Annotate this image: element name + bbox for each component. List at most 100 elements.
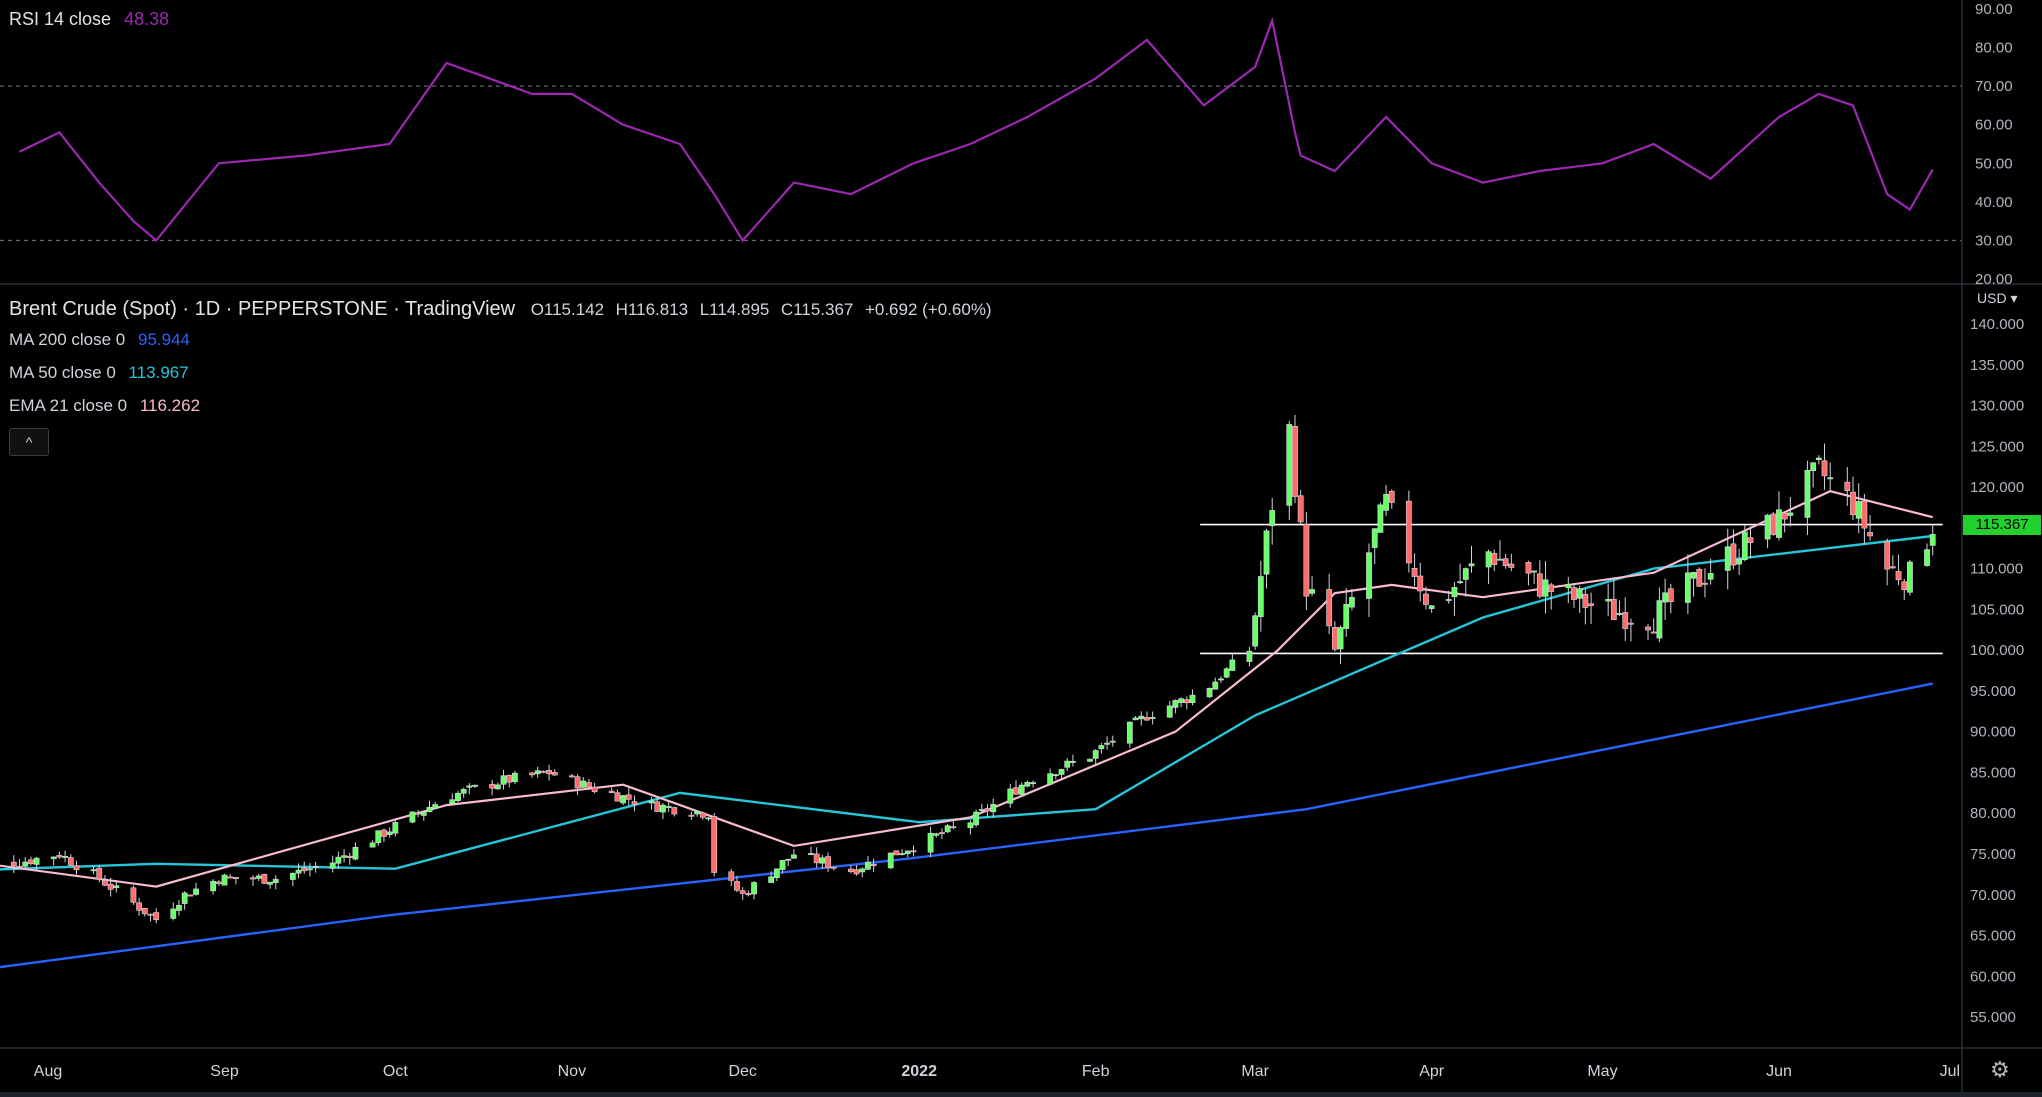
candle-body: [1383, 493, 1389, 511]
candle-body: [1377, 504, 1384, 533]
candle-body: [574, 776, 581, 789]
candle-body: [779, 860, 786, 870]
candle-body: [1423, 593, 1429, 605]
candle-body: [1468, 563, 1475, 567]
candle-body: [73, 865, 80, 871]
ma50-label: MA 50 close 0: [9, 363, 116, 382]
candle-body: [1326, 589, 1333, 627]
price-tick-label: 55.000: [1970, 1009, 2016, 1026]
candle-body: [865, 861, 871, 870]
currency-selector[interactable]: USD ▾: [1977, 290, 2018, 306]
candle-body: [1292, 425, 1298, 497]
rsi-tick-label: 50.00: [1975, 155, 2013, 172]
candle-body: [1696, 569, 1703, 587]
candle-body: [1690, 572, 1697, 579]
ma50-value: 113.967: [128, 363, 189, 382]
ma200-legend[interactable]: MA 200 close 0 95.944: [9, 330, 190, 350]
candle-body: [386, 831, 393, 836]
candle-body: [1007, 788, 1014, 804]
candle-body: [660, 804, 666, 813]
candle-body: [1058, 769, 1065, 775]
bottom-bar: [0, 1092, 2042, 1097]
candle-body: [1525, 562, 1532, 574]
candle-body: [346, 855, 353, 858]
candle-body: [1013, 787, 1019, 795]
candle-body: [1827, 477, 1834, 480]
candle-body: [745, 893, 752, 896]
candle-body: [113, 885, 120, 889]
ma50-legend[interactable]: MA 50 close 0 113.967: [9, 363, 189, 383]
rsi-tick-label: 80.00: [1975, 40, 2013, 57]
candle-body: [978, 809, 985, 811]
gear-icon[interactable]: ⚙: [1990, 1057, 2010, 1082]
candle-body: [1371, 528, 1378, 548]
candle-body: [307, 868, 313, 871]
candle-body: [415, 812, 422, 815]
ohlc-high: H116.813: [615, 300, 689, 319]
ema21-value: 116.262: [139, 396, 201, 415]
candle-body: [534, 770, 541, 775]
candle-body: [819, 857, 826, 864]
candle-body: [546, 770, 552, 775]
candle-body: [369, 842, 376, 848]
time-tick-label: May: [1587, 1063, 1617, 1080]
candle-body: [1582, 593, 1589, 608]
price-tick-label: 95.000: [1970, 683, 2016, 700]
candle-body: [255, 875, 262, 879]
ema21-legend[interactable]: EMA 21 close 0 116.262: [9, 396, 200, 416]
candle-body: [984, 808, 991, 812]
rsi-legend-value: 48.38: [124, 9, 170, 29]
candle-body: [1297, 495, 1304, 523]
ema21-label: EMA 21 close 0: [9, 396, 128, 415]
rsi-tick-label: 40.00: [1975, 194, 2013, 211]
candle-body: [551, 772, 558, 776]
candle-body: [1462, 568, 1469, 580]
candle-body: [620, 795, 626, 804]
candle-body: [1223, 668, 1230, 678]
candle-body: [933, 833, 940, 836]
candle-body: [1576, 588, 1583, 599]
candle-body: [375, 830, 382, 844]
candle-body: [1844, 481, 1851, 492]
current-price-label: 115.367: [1963, 515, 2041, 535]
candle-body: [1337, 627, 1344, 650]
candle-body: [1889, 566, 1896, 569]
candle-body: [1924, 549, 1930, 566]
candle-body: [381, 829, 387, 837]
candle-body: [1132, 717, 1139, 721]
candle-body: [711, 816, 718, 873]
candle-body: [1064, 760, 1071, 768]
candle-body: [591, 786, 598, 793]
candle-body: [221, 874, 228, 886]
candle-body: [1571, 587, 1577, 600]
candle-body: [1650, 631, 1657, 634]
candle-body: [1855, 501, 1862, 519]
symbol-title[interactable]: Brent Crude (Spot) · 1D · PEPPERSTONE · …: [9, 298, 516, 320]
candle-body: [1861, 500, 1868, 529]
candle-body: [130, 887, 137, 903]
price-tick-label: 100.000: [1970, 642, 2024, 659]
candle-body: [472, 784, 478, 787]
collapse-legend-button[interactable]: ^: [9, 428, 49, 456]
candle-body: [96, 867, 103, 880]
time-tick-label: Jul: [1940, 1063, 1960, 1080]
candle-body: [1252, 615, 1259, 647]
candle-body: [939, 832, 945, 835]
candle-body: [808, 853, 814, 855]
candle-body: [352, 846, 359, 860]
candle-body: [773, 868, 780, 879]
candle-body: [176, 904, 182, 911]
ohlc-change: +0.692 (+0.60%): [864, 300, 992, 319]
rsi-pane: [0, 16, 1962, 243]
candle-body: [1331, 627, 1338, 650]
rsi-tick-label: 70.00: [1975, 78, 2013, 95]
candle-body: [654, 801, 661, 812]
candle-body: [1126, 721, 1133, 744]
candle-body: [1588, 603, 1594, 606]
candle-body: [335, 856, 342, 864]
candle-body: [1263, 530, 1270, 575]
time-tick-label: Apr: [1419, 1063, 1445, 1080]
candle-body: [329, 862, 336, 869]
candle-body: [28, 859, 34, 865]
